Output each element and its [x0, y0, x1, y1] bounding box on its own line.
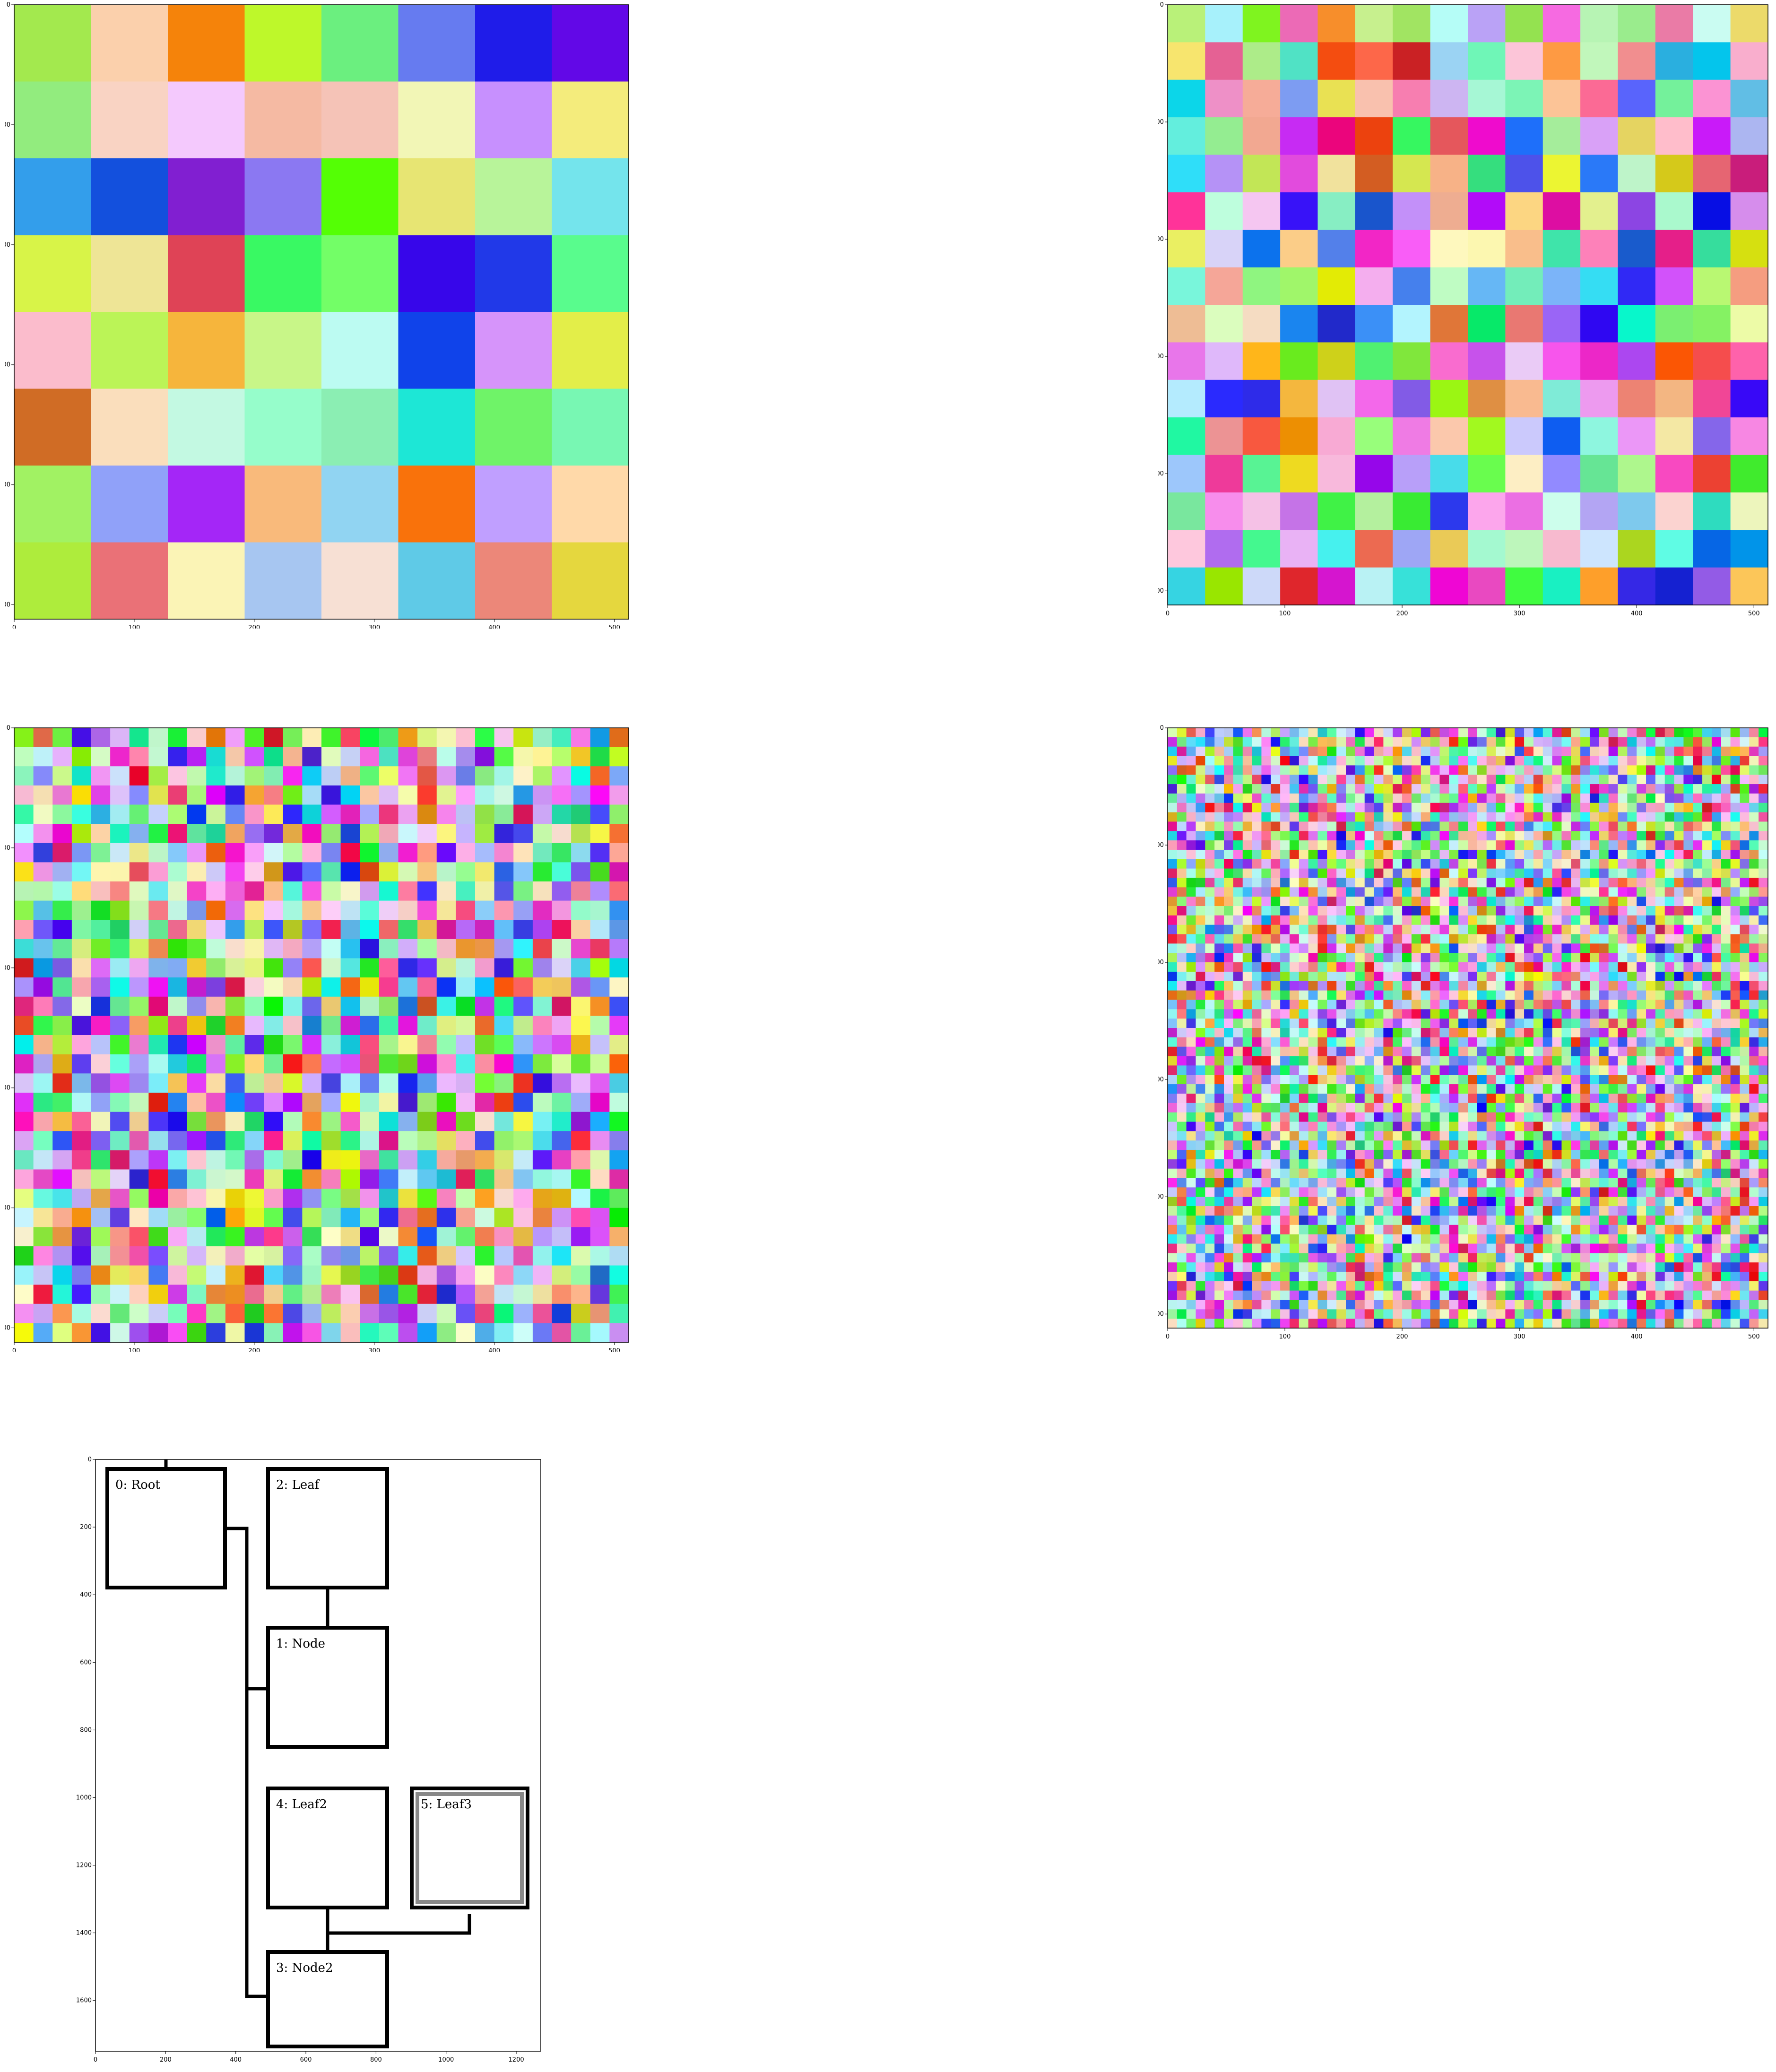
- x-tick-label: 0: [12, 1347, 16, 1352]
- y-tick-label: 1000: [76, 1794, 92, 1801]
- x-tick-label: 600: [300, 2056, 312, 2063]
- y-tick-label: 1600: [76, 1997, 92, 2004]
- x-tick-label: 400: [1631, 610, 1643, 617]
- x-tick-label: 1000: [438, 2056, 454, 2063]
- x-tick-label: 500: [608, 624, 620, 629]
- y-tick-label: 0: [1160, 1, 1164, 9]
- y-tick-label: 100: [1158, 119, 1164, 126]
- x-tick-label: 400: [1631, 1333, 1643, 1340]
- node-label-leaf3: 5: Leaf3: [421, 1797, 472, 1812]
- x-tick-label: 100: [128, 624, 140, 629]
- x-tick-label: 100: [1279, 1333, 1291, 1340]
- y-tick-label: 500: [5, 602, 10, 609]
- node-label-leaf: 2: Leaf: [276, 1478, 321, 1492]
- x-tick-label: 0: [1166, 1333, 1170, 1340]
- y-tick-label: 400: [5, 1205, 10, 1212]
- x-tick-label: 400: [488, 624, 500, 629]
- tree-node-leaf3: 5: Leaf3: [412, 1788, 528, 1908]
- x-tick-label: 100: [1279, 610, 1291, 617]
- x-tick-label: 0: [1166, 610, 1170, 617]
- tree-diagram: 0: Root 2: Leaf 1: Node 4: Leaf2 5: Leaf…: [71, 1442, 558, 2070]
- x-tick-label: 400: [230, 2056, 242, 2063]
- y-tick-label: 200: [1158, 959, 1164, 966]
- x-tick-label: 400: [488, 1347, 500, 1352]
- y-tick-label: 200: [80, 1524, 92, 1531]
- y-tick-label: 500: [1158, 1311, 1164, 1318]
- tree-node-leaf2: 4: Leaf2: [268, 1788, 387, 1908]
- mosaic-plot-level-0: 0 100 200 300 400 500 0 100 200 300 400 500: [5, 0, 633, 629]
- x-tick-label: 0: [94, 2056, 97, 2063]
- y-tick-label: 300: [5, 362, 10, 369]
- mosaic-cells: [14, 5, 629, 620]
- x-tick-label: 200: [160, 2056, 172, 2063]
- y-tick-label: 200: [5, 242, 10, 249]
- mosaic-plot-level-1: 0 100 200 300 400 500 0 100 200 300 400 500: [1158, 0, 1773, 629]
- node-label-node2: 3: Node2: [276, 1961, 333, 1975]
- x-tick-label: 200: [1396, 610, 1408, 617]
- tree-y-axis: 0 200 400 600 800 1000 1200 1400 1600: [76, 1456, 95, 2004]
- x-tick-label: 1200: [509, 2056, 524, 2063]
- mosaic-cells: [1168, 728, 1768, 1329]
- x-tick-label: 500: [1748, 1333, 1760, 1340]
- x-tick-label: 500: [1748, 610, 1760, 617]
- y-tick-label: 100: [1158, 842, 1164, 849]
- y-tick-label: 0: [1160, 725, 1164, 732]
- y-tick-label: 400: [1158, 1193, 1164, 1200]
- tree-node-node2: 3: Node2: [268, 1952, 387, 2046]
- y-tick-label: 0: [88, 1456, 92, 1463]
- y-tick-label: 1200: [76, 1862, 92, 1869]
- tree-node-leaf: 2: Leaf: [268, 1469, 387, 1588]
- x-tick-label: 0: [12, 624, 16, 629]
- x-tick-label: 200: [248, 624, 260, 629]
- panel-level-1: 0 100 200 300 400 500 0 100 200 300 400 500: [1158, 0, 1773, 630]
- x-tick-label: 300: [368, 1347, 380, 1352]
- y-tick-label: 300: [1158, 353, 1164, 360]
- mosaic-cells: [1168, 5, 1768, 605]
- y-tick-label: 1400: [76, 1930, 92, 1937]
- panel-tree-diagram: 0: Root 2: Leaf 1: Node 4: Leaf2 5: Leaf…: [71, 1442, 558, 2072]
- y-tick-label: 0: [7, 1, 10, 9]
- y-tick-label: 600: [80, 1659, 92, 1666]
- y-tick-label: 0: [7, 725, 10, 732]
- y-tick-label: 800: [80, 1727, 92, 1734]
- x-tick-label: 300: [1514, 1333, 1525, 1340]
- y-tick-label: 100: [5, 845, 10, 852]
- y-tick-label: 400: [80, 1591, 92, 1598]
- tree-node-node: 1: Node: [268, 1628, 387, 1747]
- y-tick-label: 300: [5, 1085, 10, 1092]
- x-tick-label: 500: [608, 1347, 620, 1352]
- y-tick-label: 500: [5, 1325, 10, 1332]
- panel-level-2: 0 100 200 300 400 500 0 100 200 300 400 500: [5, 723, 633, 1354]
- y-tick-label: 500: [1158, 587, 1164, 595]
- node-label-root: 0: Root: [115, 1478, 160, 1492]
- tree-node-root: 0: Root: [107, 1469, 225, 1588]
- x-tick-label: 800: [370, 2056, 382, 2063]
- tree-x-axis: 0 200 400 600 800 1000 1200: [94, 2051, 524, 2063]
- y-tick-label: 400: [5, 482, 10, 489]
- node-label-node: 1: Node: [276, 1637, 325, 1651]
- x-tick-label: 300: [368, 624, 380, 629]
- y-tick-label: 300: [1158, 1076, 1164, 1083]
- mosaic-plot-level-3: 0 100 200 300 400 500 0 100 200 300 400 500: [1158, 723, 1773, 1352]
- x-tick-label: 100: [128, 1347, 140, 1352]
- panel-level-0: 0 100 200 300 400 500 0 100 200 300 400 500: [5, 0, 633, 630]
- mosaic-cells: [14, 728, 629, 1343]
- panel-level-3: 0 100 200 300 400 500 0 100 200 300 400 500: [1158, 723, 1773, 1354]
- y-tick-label: 200: [1158, 236, 1164, 243]
- y-tick-label: 200: [5, 965, 10, 972]
- node-label-leaf2: 4: Leaf2: [276, 1797, 327, 1812]
- y-tick-label: 100: [5, 121, 10, 129]
- mosaic-plot-level-2: 0 100 200 300 400 500 0 100 200 300 400 500: [5, 723, 633, 1352]
- y-tick-label: 400: [1158, 470, 1164, 477]
- x-tick-label: 200: [1396, 1333, 1408, 1340]
- x-tick-label: 200: [248, 1347, 260, 1352]
- x-tick-label: 300: [1514, 610, 1525, 617]
